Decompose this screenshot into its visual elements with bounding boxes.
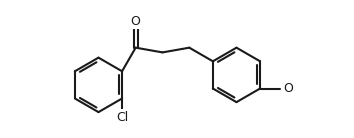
- Text: Cl: Cl: [116, 111, 128, 124]
- Text: O: O: [131, 15, 141, 28]
- Text: O: O: [283, 82, 293, 95]
